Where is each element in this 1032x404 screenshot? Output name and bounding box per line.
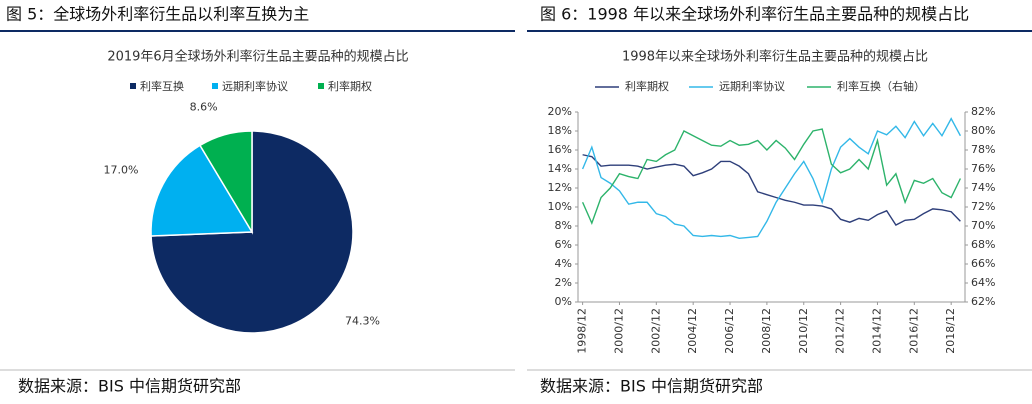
legend-label: 利率期权 [328, 79, 372, 93]
x-tick-label: 2010/12 [797, 308, 810, 354]
value-label: 74.3% [345, 314, 380, 327]
y-tick-label: 6% [555, 238, 572, 251]
y-tick-label: 0% [555, 295, 572, 308]
x-tick-label: 2018/12 [944, 308, 957, 354]
y2-tick-label: 78% [971, 143, 995, 156]
x-tick-label: 2004/12 [686, 308, 699, 354]
y2-tick-label: 76% [971, 162, 995, 175]
series-line [582, 154, 961, 226]
x-tick-label: 2002/12 [649, 308, 662, 354]
x-tick-label: 2008/12 [760, 308, 773, 354]
y2-tick-label: 74% [971, 181, 995, 194]
y2-tick-label: 64% [971, 276, 995, 289]
series-line [581, 128, 962, 226]
legend-label: 利率互换（右轴） [837, 79, 925, 93]
y-tick-label: 8% [555, 219, 572, 232]
y2-tick-label: 70% [971, 219, 995, 232]
series-line [581, 117, 962, 240]
legend-label: 远期利率协议 [222, 79, 288, 93]
y2-tick-label: 62% [971, 295, 995, 308]
y2-tick-label: 80% [971, 124, 995, 137]
legend-swatch [130, 83, 136, 89]
y-tick-label: 16% [548, 143, 572, 156]
x-tick-label: 1998/12 [576, 308, 589, 354]
pie-slice [150, 144, 254, 237]
legend-swatch [318, 83, 324, 89]
figure-caption: 图 6：1998 年以来全球场外利率衍生品主要品种的规模占比 [540, 5, 969, 24]
x-tick-label: 2014/12 [870, 308, 883, 354]
chart-title: 1998年以来全球场外利率衍生品主要品种的规模占比 [622, 49, 928, 65]
legend-label: 利率互换 [140, 79, 184, 93]
y-tick-label: 18% [548, 124, 572, 137]
y2-tick-label: 66% [971, 257, 995, 270]
y2-tick-label: 72% [971, 200, 995, 213]
y2-tick-label: 82% [971, 105, 995, 118]
y-tick-label: 14% [548, 162, 572, 175]
x-tick-label: 2012/12 [834, 308, 847, 354]
y-tick-label: 12% [548, 181, 572, 194]
y-tick-label: 4% [555, 257, 572, 270]
y-tick-label: 2% [555, 276, 572, 289]
x-tick-label: 2016/12 [907, 308, 920, 354]
chart-title: 2019年6月全球场外利率衍生品主要品种的规模占比 [107, 49, 408, 65]
y-tick-label: 10% [548, 200, 572, 213]
pie-slice [198, 130, 253, 235]
source: 数据来源：BIS 中信期货研究部 [18, 377, 241, 396]
legend-label: 利率期权 [625, 79, 669, 93]
source: 数据来源：BIS 中信期货研究部 [540, 377, 763, 396]
x-tick-label: 2006/12 [723, 308, 736, 354]
legend-label: 远期利率协议 [719, 79, 785, 93]
legend-swatch [212, 83, 218, 89]
y-tick-label: 20% [548, 105, 572, 118]
figure-caption: 图 5：全球场外利率衍生品以利率互换为主 [6, 5, 309, 24]
x-tick-label: 2000/12 [612, 308, 625, 354]
value-label: 17.0% [104, 164, 139, 177]
value-label: 8.6% [190, 101, 218, 114]
y2-tick-label: 68% [971, 238, 995, 251]
